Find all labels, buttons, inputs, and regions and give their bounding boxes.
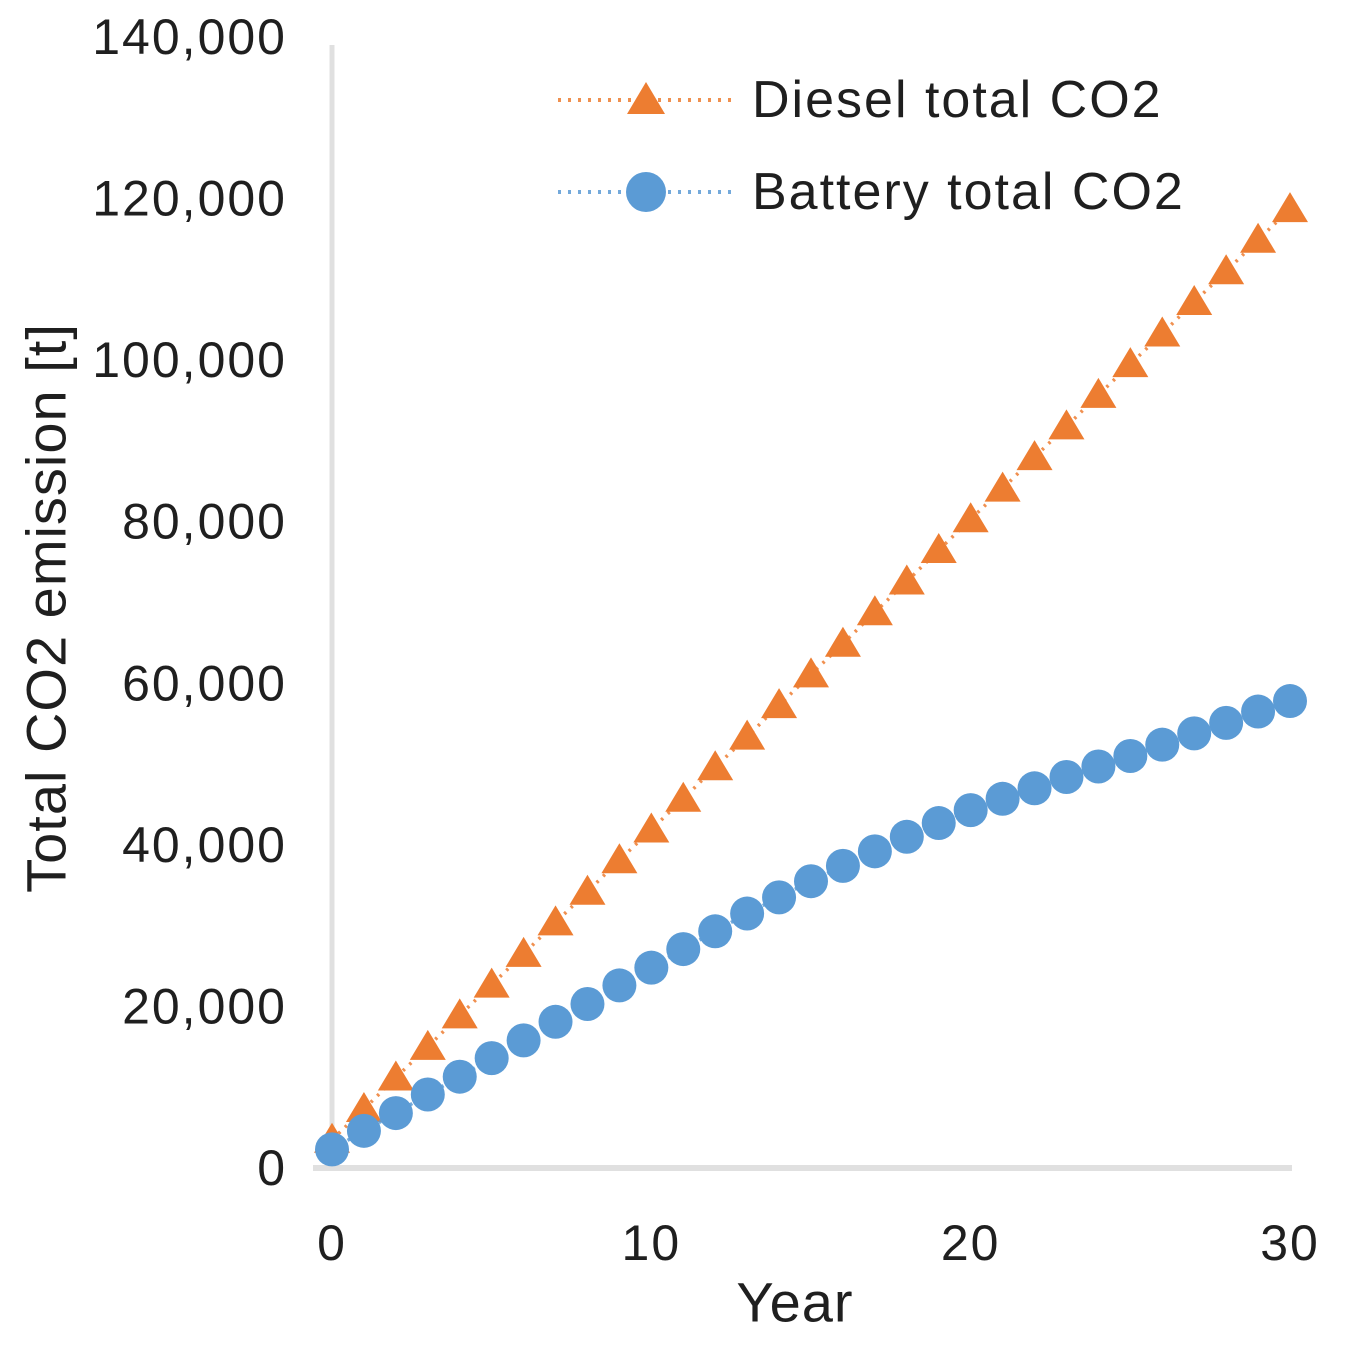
diesel-marker xyxy=(1144,316,1181,347)
y-axis-tick-label-2: 40,000 xyxy=(122,817,287,873)
battery-marker xyxy=(794,864,828,899)
x-axis-tick-label-2: 20 xyxy=(941,1215,1001,1271)
diesel-marker xyxy=(952,502,989,533)
diesel-marker xyxy=(665,781,702,812)
legend-entry-diesel: Diesel total CO2 xyxy=(558,71,1163,129)
diesel-marker xyxy=(473,967,510,998)
battery-marker xyxy=(985,781,1020,816)
battery-marker xyxy=(762,880,797,915)
diesel-marker xyxy=(920,532,957,563)
battery-marker xyxy=(538,1004,573,1039)
battery-marker xyxy=(730,896,765,931)
battery-marker xyxy=(474,1041,509,1076)
battery-marker xyxy=(1273,684,1307,719)
diesel-marker xyxy=(1016,440,1053,471)
battery-marker xyxy=(1241,694,1276,729)
battery-marker xyxy=(1017,771,1052,806)
battery-marker xyxy=(506,1023,541,1058)
diesel-marker xyxy=(1272,192,1308,223)
battery-marker xyxy=(1145,727,1180,762)
battery-marker xyxy=(1049,759,1084,794)
x-axis-tick-label-3: 30 xyxy=(1260,1215,1320,1271)
battery-marker xyxy=(346,1113,381,1148)
diesel-marker xyxy=(505,936,542,967)
battery-marker xyxy=(825,848,860,883)
battery-marker xyxy=(1209,705,1244,740)
diesel-marker xyxy=(697,750,734,781)
legend-battery-marker-icon xyxy=(626,172,666,212)
battery-marker xyxy=(634,950,669,985)
diesel-marker xyxy=(537,905,574,936)
diesel-marker xyxy=(569,874,606,905)
diesel-marker xyxy=(409,1029,446,1060)
battery-marker xyxy=(857,834,892,869)
diesel-marker xyxy=(1240,222,1277,253)
y-axis-tick-label-4: 80,000 xyxy=(122,494,287,550)
x-axis-tick-label-0: 0 xyxy=(317,1215,347,1271)
y-axis-tick-label-7: 140,000 xyxy=(92,9,287,65)
y-axis-title: Total CO2 emission [t] xyxy=(15,323,78,893)
diesel-marker xyxy=(1080,377,1117,408)
battery-series xyxy=(315,684,1307,1167)
legend-diesel-label: Diesel total CO2 xyxy=(752,71,1163,129)
diesel-marker xyxy=(1048,409,1085,440)
diesel-marker xyxy=(441,998,478,1029)
battery-marker xyxy=(602,968,637,1003)
diesel-marker xyxy=(1176,284,1213,315)
battery-marker xyxy=(698,914,733,949)
diesel-marker xyxy=(1112,347,1149,378)
battery-marker xyxy=(315,1132,349,1167)
y-axis-tick-label-5: 100,000 xyxy=(92,332,287,388)
diesel-marker xyxy=(856,595,893,626)
diesel-marker xyxy=(888,564,925,595)
battery-marker xyxy=(442,1059,477,1094)
battery-marker xyxy=(378,1096,413,1131)
diesel-marker xyxy=(793,657,829,688)
battery-marker xyxy=(1177,716,1212,751)
legend-entry-battery: Battery total CO2 xyxy=(558,163,1185,221)
battery-marker xyxy=(921,806,956,841)
diesel-series xyxy=(314,192,1308,1153)
battery-marker xyxy=(953,793,988,828)
diesel-marker xyxy=(377,1060,414,1091)
diesel-marker xyxy=(824,626,861,657)
legend-diesel-marker-icon xyxy=(627,82,665,114)
y-axis-tick-label-1: 20,000 xyxy=(122,978,287,1034)
battery-marker xyxy=(889,819,924,854)
y-axis-tick-label-6: 120,000 xyxy=(92,171,287,227)
battery-marker xyxy=(1113,738,1148,773)
y-axis-tick-label-0: 0 xyxy=(257,1140,287,1196)
diesel-marker xyxy=(345,1092,382,1123)
x-axis-title: Year xyxy=(736,1271,853,1334)
battery-marker xyxy=(410,1077,445,1112)
battery-marker xyxy=(1081,749,1116,784)
diesel-marker xyxy=(601,843,638,874)
x-axis-tick-label-1: 10 xyxy=(622,1215,682,1271)
diesel-marker xyxy=(729,719,766,750)
diesel-marker xyxy=(1208,254,1245,285)
diesel-marker xyxy=(761,688,798,719)
battery-marker xyxy=(666,932,701,967)
legend-battery-label: Battery total CO2 xyxy=(752,163,1185,221)
y-axis-tick-label-3: 60,000 xyxy=(122,655,287,711)
diesel-marker xyxy=(984,471,1021,502)
diesel-marker xyxy=(633,812,670,843)
battery-marker xyxy=(570,987,605,1022)
